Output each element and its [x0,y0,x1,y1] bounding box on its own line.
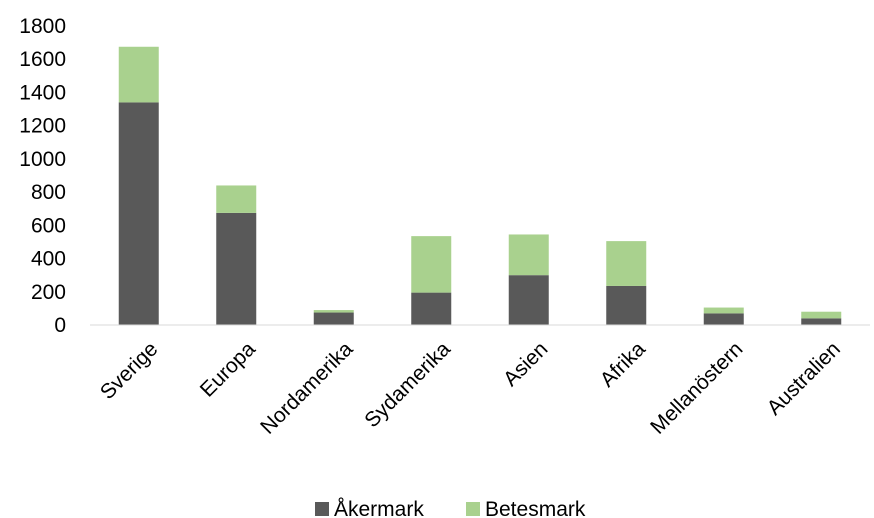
legend-swatch [315,502,329,516]
bar-segment-akermark [703,313,744,325]
bar-segment-akermark [313,312,354,325]
x-tick-label: Afrika [596,337,650,391]
bar-segment-akermark [118,102,159,326]
bar-segment-betesmark [313,310,354,313]
y-tick-label: 600 [31,214,66,237]
y-tick-label: 0 [54,314,66,337]
x-tick-label: Europa [196,337,260,401]
y-axis-ticks: 0 200 400 600 800 1000 1200 1400 1600 1800 [19,15,66,337]
x-tick-label: Nordamerika [256,337,357,438]
legend-label: Åkermark [334,498,424,518]
y-tick-label: 1000 [19,148,66,171]
bar-segment-akermark [606,285,647,325]
x-tick-label: Sydamerika [360,337,455,432]
y-tick-label: 200 [31,281,66,304]
bar-segment-akermark [216,212,257,325]
y-tick-label: 1600 [19,48,66,71]
y-tick-label: 1800 [19,15,66,38]
x-tick-label: Asien [499,337,552,390]
x-tick-label: Mellanöstern [646,337,747,438]
legend-swatch [466,502,480,516]
y-tick-label: 800 [31,181,66,204]
bar-segment-betesmark [801,311,842,319]
y-tick-label: 400 [31,248,66,271]
x-tick-label: Australien [763,337,845,419]
bar-segment-akermark [801,318,842,325]
bar-segment-betesmark [703,307,744,314]
bar-segment-betesmark [606,241,647,286]
legend-label: Betesmark [485,498,586,518]
legend: Åkermark Betesmark [315,498,586,518]
bar-segment-betesmark [216,185,257,213]
y-tick-label: 1400 [19,81,66,104]
bar-segment-betesmark [411,236,452,293]
bar-segment-betesmark [118,46,159,103]
bar-segment-betesmark [508,234,549,276]
y-tick-label: 1200 [19,115,66,138]
x-tick-label: Sverige [96,337,163,404]
bar-segment-akermark [508,275,549,325]
bar-segment-akermark [411,292,452,325]
bars [118,46,842,326]
